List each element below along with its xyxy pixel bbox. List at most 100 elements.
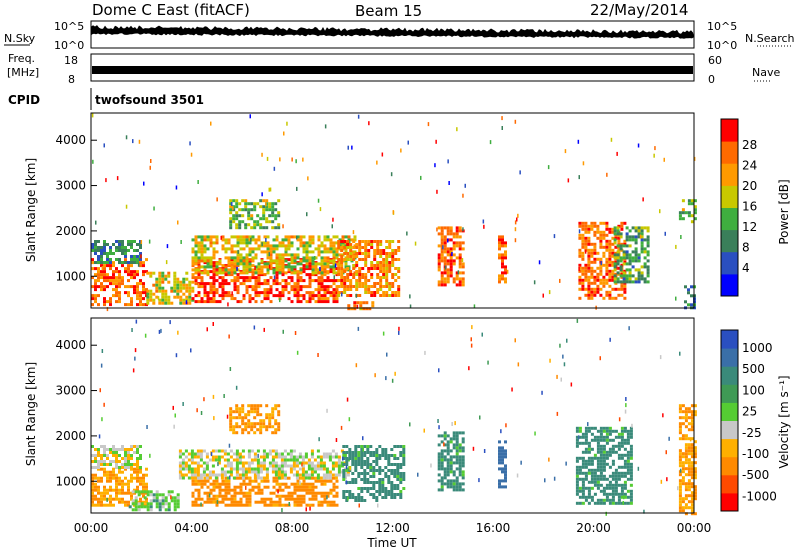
heatmap-cell [218,294,222,298]
heatmap-cell [326,491,330,495]
heatmap-noise [464,183,466,188]
heatmap-cell [265,220,269,224]
heatmap-noise [578,267,580,271]
heatmap-cell [443,268,447,272]
heatmap-cell [340,285,344,288]
heatmap-cell [130,264,133,268]
heatmap-cell [578,254,582,258]
heatmap-cell [130,273,133,277]
heatmap-noise [689,437,692,442]
heatmap-cell [678,461,682,465]
heatmap-cell [605,269,609,273]
heatmap-cell [332,485,336,489]
heatmap-cell [173,280,177,284]
heatmap-noise [326,408,328,413]
heatmap-cell [202,467,206,471]
heatmap-cell [316,449,320,453]
heatmap-cell [637,232,641,236]
heatmap-cell [373,258,377,261]
heatmap-cell [241,410,245,414]
heatmap-cell [281,482,285,486]
heatmap-cell [611,263,615,267]
heatmap-cell [391,282,395,285]
heatmap-cell [391,261,395,264]
heatmap-cell [109,252,112,255]
heatmap-cell [354,469,358,472]
heatmap-cell [100,476,103,480]
heatmap-cell [176,499,180,503]
heatmap-cell [620,441,624,445]
heatmap-cell [578,275,582,279]
heatmap-cell [311,488,315,492]
heatmap-cell [158,505,162,509]
heatmap-noise [679,351,681,356]
heatmap-cell [199,449,203,453]
heatmap-cell [194,276,198,280]
heatmap-cell [326,238,330,242]
heatmap-noise [296,235,298,240]
heatmap-cell [247,431,251,435]
heatmap-cell [628,259,632,263]
heatmap-cell [103,497,106,501]
heatmap-cell [283,455,287,459]
heatmap-cell [121,479,124,483]
heatmap-cell [296,282,300,286]
heatmap-cell [263,485,267,489]
heatmap-cell [332,259,336,263]
heatmap-cell [693,199,697,203]
heatmap-cell [458,482,462,486]
heatmap-cell [299,259,303,263]
heatmap-cell [259,470,263,474]
heatmap-cell [332,488,336,492]
heatmap-cell [640,277,644,281]
heatmap-cell [239,259,243,263]
heatmap-cell [357,493,361,496]
heatmap-cell [498,244,501,248]
heatmap-cell [678,211,682,215]
heatmap-cell [158,283,162,287]
heatmap-cell [205,461,209,465]
heatmap-noise [447,159,449,164]
heatmap-cell [256,422,260,426]
heatmap-cell [320,262,324,266]
cpid-label: CPID [8,93,40,107]
heatmap-cell [581,281,585,285]
heatmap-cell [242,503,246,507]
heatmap-cell [357,454,361,457]
xtick-0: 00:00 [74,521,109,535]
velocity-colorbar-segment [721,330,738,349]
heatmap-cell [190,470,194,474]
heatmap-cell [684,482,688,486]
heatmap-cell [437,467,441,471]
heatmap-cell [179,286,183,290]
heatmap-cell [629,474,633,478]
heatmap-cell [247,211,251,215]
heatmap-cell [443,431,447,435]
heatmap-cell [440,467,444,471]
heatmap-cell [215,288,219,292]
heatmap-cell [190,452,194,456]
heatmap-cell [602,230,606,234]
heatmap-cell [314,476,318,480]
heatmap-cell [308,259,312,263]
heatmap-cell [578,501,582,505]
heatmap-cell [690,491,694,495]
heatmap-cell [224,497,228,501]
heatmap-cell [608,239,612,243]
heatmap-cell [226,476,230,480]
heatmap-cell [376,273,380,276]
heatmap-cell [290,235,294,239]
heatmap-cell [388,294,392,297]
heatmap-noise [212,394,215,399]
heatmap-cell [310,449,314,453]
heatmap-cell [224,503,228,507]
heatmap-cell [449,455,453,459]
heatmap-cell [320,479,324,483]
heatmap-cell [623,284,627,288]
heatmap-cell [211,449,215,453]
heatmap-cell [209,300,213,304]
heatmap-cell [608,480,612,484]
heatmap-cell [218,300,222,304]
heatmap-cell [616,262,620,266]
heatmap-cell [402,445,406,448]
